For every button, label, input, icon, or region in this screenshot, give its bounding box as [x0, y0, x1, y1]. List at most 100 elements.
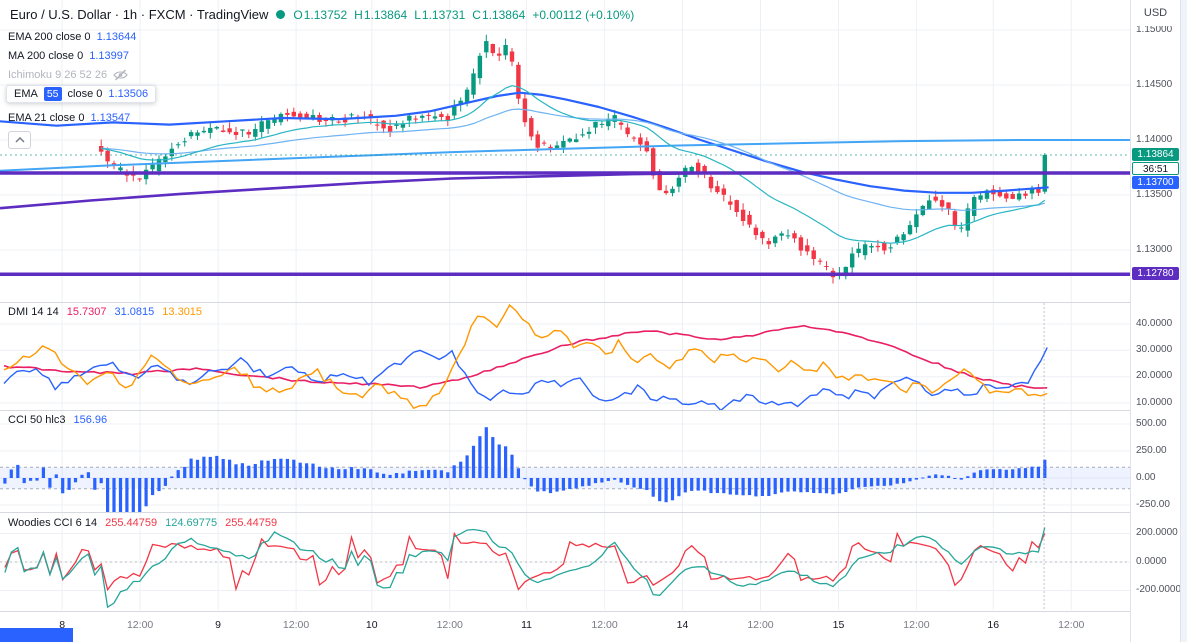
eye-off-icon[interactable] — [113, 69, 128, 81]
time-axis-label: 12:00 — [282, 619, 310, 631]
price-axis-label: 30.0000 — [1136, 343, 1173, 355]
price-badge: 1.13700 — [1132, 175, 1179, 189]
dmi-adx-line — [3, 324, 1048, 390]
dmi-adx-value: 15.7307 — [66, 306, 107, 318]
close-value: 1.13864 — [481, 7, 526, 22]
legend-row-ichimoku[interactable]: Ichimoku 9 26 52 26 — [8, 66, 128, 84]
time-axis-label: 12:00 — [436, 619, 463, 631]
price-axis-label: 1.13000 — [1136, 243, 1173, 255]
vertical-gridlines — [61, 0, 1072, 610]
woodies-cci14-line — [4, 527, 1046, 609]
ema55-line — [101, 108, 1045, 211]
pane-separator[interactable] — [0, 410, 1130, 411]
ema21-line — [101, 85, 1046, 244]
currency-toggle-button[interactable]: USD — [1130, 0, 1180, 26]
right-scrollbar-strip[interactable] — [1180, 0, 1187, 642]
price-badge: 1.13864 — [1132, 147, 1179, 161]
time-axis[interactable]: 8 12:00 9 12:00 10 12:00 11 12:00 14 12:00 15 12:00… — [0, 611, 1130, 642]
open-value: 1.13752 — [303, 7, 348, 22]
close-label: C — [472, 7, 481, 22]
legend-row-dmi[interactable]: DMI 14 14 15.7307 31.0815 13.3015 — [8, 306, 202, 318]
time-axis-label: 10 — [365, 619, 378, 631]
time-axis-label: 12:00 — [903, 619, 930, 631]
price-axis-label: 1.14000 — [1136, 133, 1173, 145]
legend-collapse-button[interactable] — [8, 131, 31, 149]
price-axis-label: 200.0000 — [1136, 527, 1178, 538]
price-axis-label: 1.13500 — [1136, 188, 1173, 200]
price-axis-label: 500.00 — [1136, 417, 1167, 429]
woodies-value-3: 255.44759 — [225, 517, 278, 529]
pane-separator[interactable] — [0, 302, 1130, 303]
cci-pane — [0, 423, 1130, 512]
low-value: 1.13731 — [421, 7, 466, 22]
chevron-up-icon — [14, 137, 25, 143]
ohlc-close: C1.13864 — [472, 8, 525, 22]
legend-label: EMA 21 close 0 — [8, 112, 85, 124]
change-value: +0.00112 (+0.10%) — [532, 7, 635, 22]
dmi-minus-di-value: 13.3015 — [162, 306, 203, 318]
dmi-title: DMI 14 14 — [8, 306, 59, 318]
ohlc-low: L1.13731 — [414, 8, 465, 22]
bottom-left-blue-bar — [0, 628, 73, 642]
time-axis-label: 15 — [832, 619, 845, 631]
legend-row-ma200[interactable]: MA 200 close 0 1.13997 — [8, 47, 129, 65]
legend-label: EMA — [14, 88, 38, 100]
countdown-badge: 36:51 — [1132, 161, 1179, 175]
time-axis-label: 8 — [59, 619, 66, 631]
woodies-value-2: 124.69775 — [165, 517, 218, 529]
time-axis-label: 12:00 — [126, 619, 154, 631]
legend-row-cci[interactable]: CCI 50 hlc3 156.96 — [8, 414, 107, 426]
ma200-line — [0, 139, 1130, 172]
high-label: H — [354, 7, 363, 22]
woodies-value-1: 255.44759 — [105, 517, 158, 529]
chart-canvas[interactable] — [0, 0, 1130, 611]
high-value: 1.13864 — [363, 7, 408, 22]
time-axis-label: 12:00 — [591, 619, 618, 631]
low-label: L — [414, 7, 421, 22]
dmi-minus-di-line — [3, 303, 1048, 410]
ohlc-high: H1.13864 — [354, 8, 407, 22]
time-axis-label: 12:00 — [747, 619, 774, 631]
legend-label: close 0 — [67, 88, 103, 100]
price-pane — [0, 29, 1130, 284]
price-axis-label: 10.0000 — [1136, 396, 1173, 408]
legend-label: MA 200 close 0 — [8, 50, 84, 62]
cci-title: CCI 50 hlc3 — [8, 414, 66, 426]
price-axis-label: 1.14500 — [1136, 78, 1173, 90]
open-label: O — [293, 7, 303, 22]
dmi-plus-di-value: 31.0815 — [114, 306, 155, 318]
pane-separator[interactable] — [0, 512, 1130, 513]
legend-row-ema200[interactable]: EMA 200 close 0 1.13644 — [8, 28, 136, 46]
legend-row-ema55[interactable]: EMA 55 close 0 1.13506 — [6, 85, 157, 103]
woodies-pane — [0, 527, 1130, 609]
ohlc-open: O1.13752 — [293, 8, 347, 22]
legend-label: EMA 200 close 0 — [8, 31, 91, 43]
legend-value: 1.13547 — [90, 112, 131, 124]
woodies-cci6-line — [4, 531, 1046, 592]
price-axis-label: 0.00 — [1136, 471, 1156, 483]
time-axis-label: 11 — [521, 619, 533, 631]
legend-row-woodies[interactable]: Woodies CCI 6 14 255.44759 124.69775 255… — [8, 517, 277, 529]
time-axis-label: 14 — [676, 619, 689, 631]
candles — [99, 34, 1047, 284]
time-axis-label: 12:00 — [1058, 619, 1085, 631]
cci-value: 156.96 — [73, 414, 108, 426]
ema200-line — [0, 91, 1049, 194]
price-badge: 1.12780 — [1132, 267, 1179, 281]
woodies-title: Woodies CCI 6 14 — [8, 517, 98, 529]
price-axis-label: 40.0000 — [1136, 317, 1173, 329]
symbol-title[interactable]: Euro / U.S. Dollar · 1h · FXCM · Trading… — [10, 7, 269, 22]
price-axis-label: 1.15000 — [1136, 23, 1173, 35]
price-axis-label: -250.00 — [1136, 498, 1170, 510]
market-status-dot — [276, 10, 286, 19]
price-axis[interactable]: 1.15000 1.14500 1.14000 1.13500 1.13000 40.00… — [1130, 0, 1181, 642]
time-axis-label: 16 — [987, 619, 1000, 631]
dmi-pane — [0, 303, 1130, 410]
legend-row-ema21[interactable]: EMA 21 close 0 1.13547 — [8, 109, 130, 127]
dmi-plus-di-line — [3, 347, 1048, 410]
legend-length-field[interactable]: 55 — [43, 87, 62, 101]
price-axis-label: 0.0000 — [1136, 555, 1167, 567]
time-axis-label: 9 — [215, 619, 221, 631]
legend-value: 1.13506 — [108, 88, 149, 100]
